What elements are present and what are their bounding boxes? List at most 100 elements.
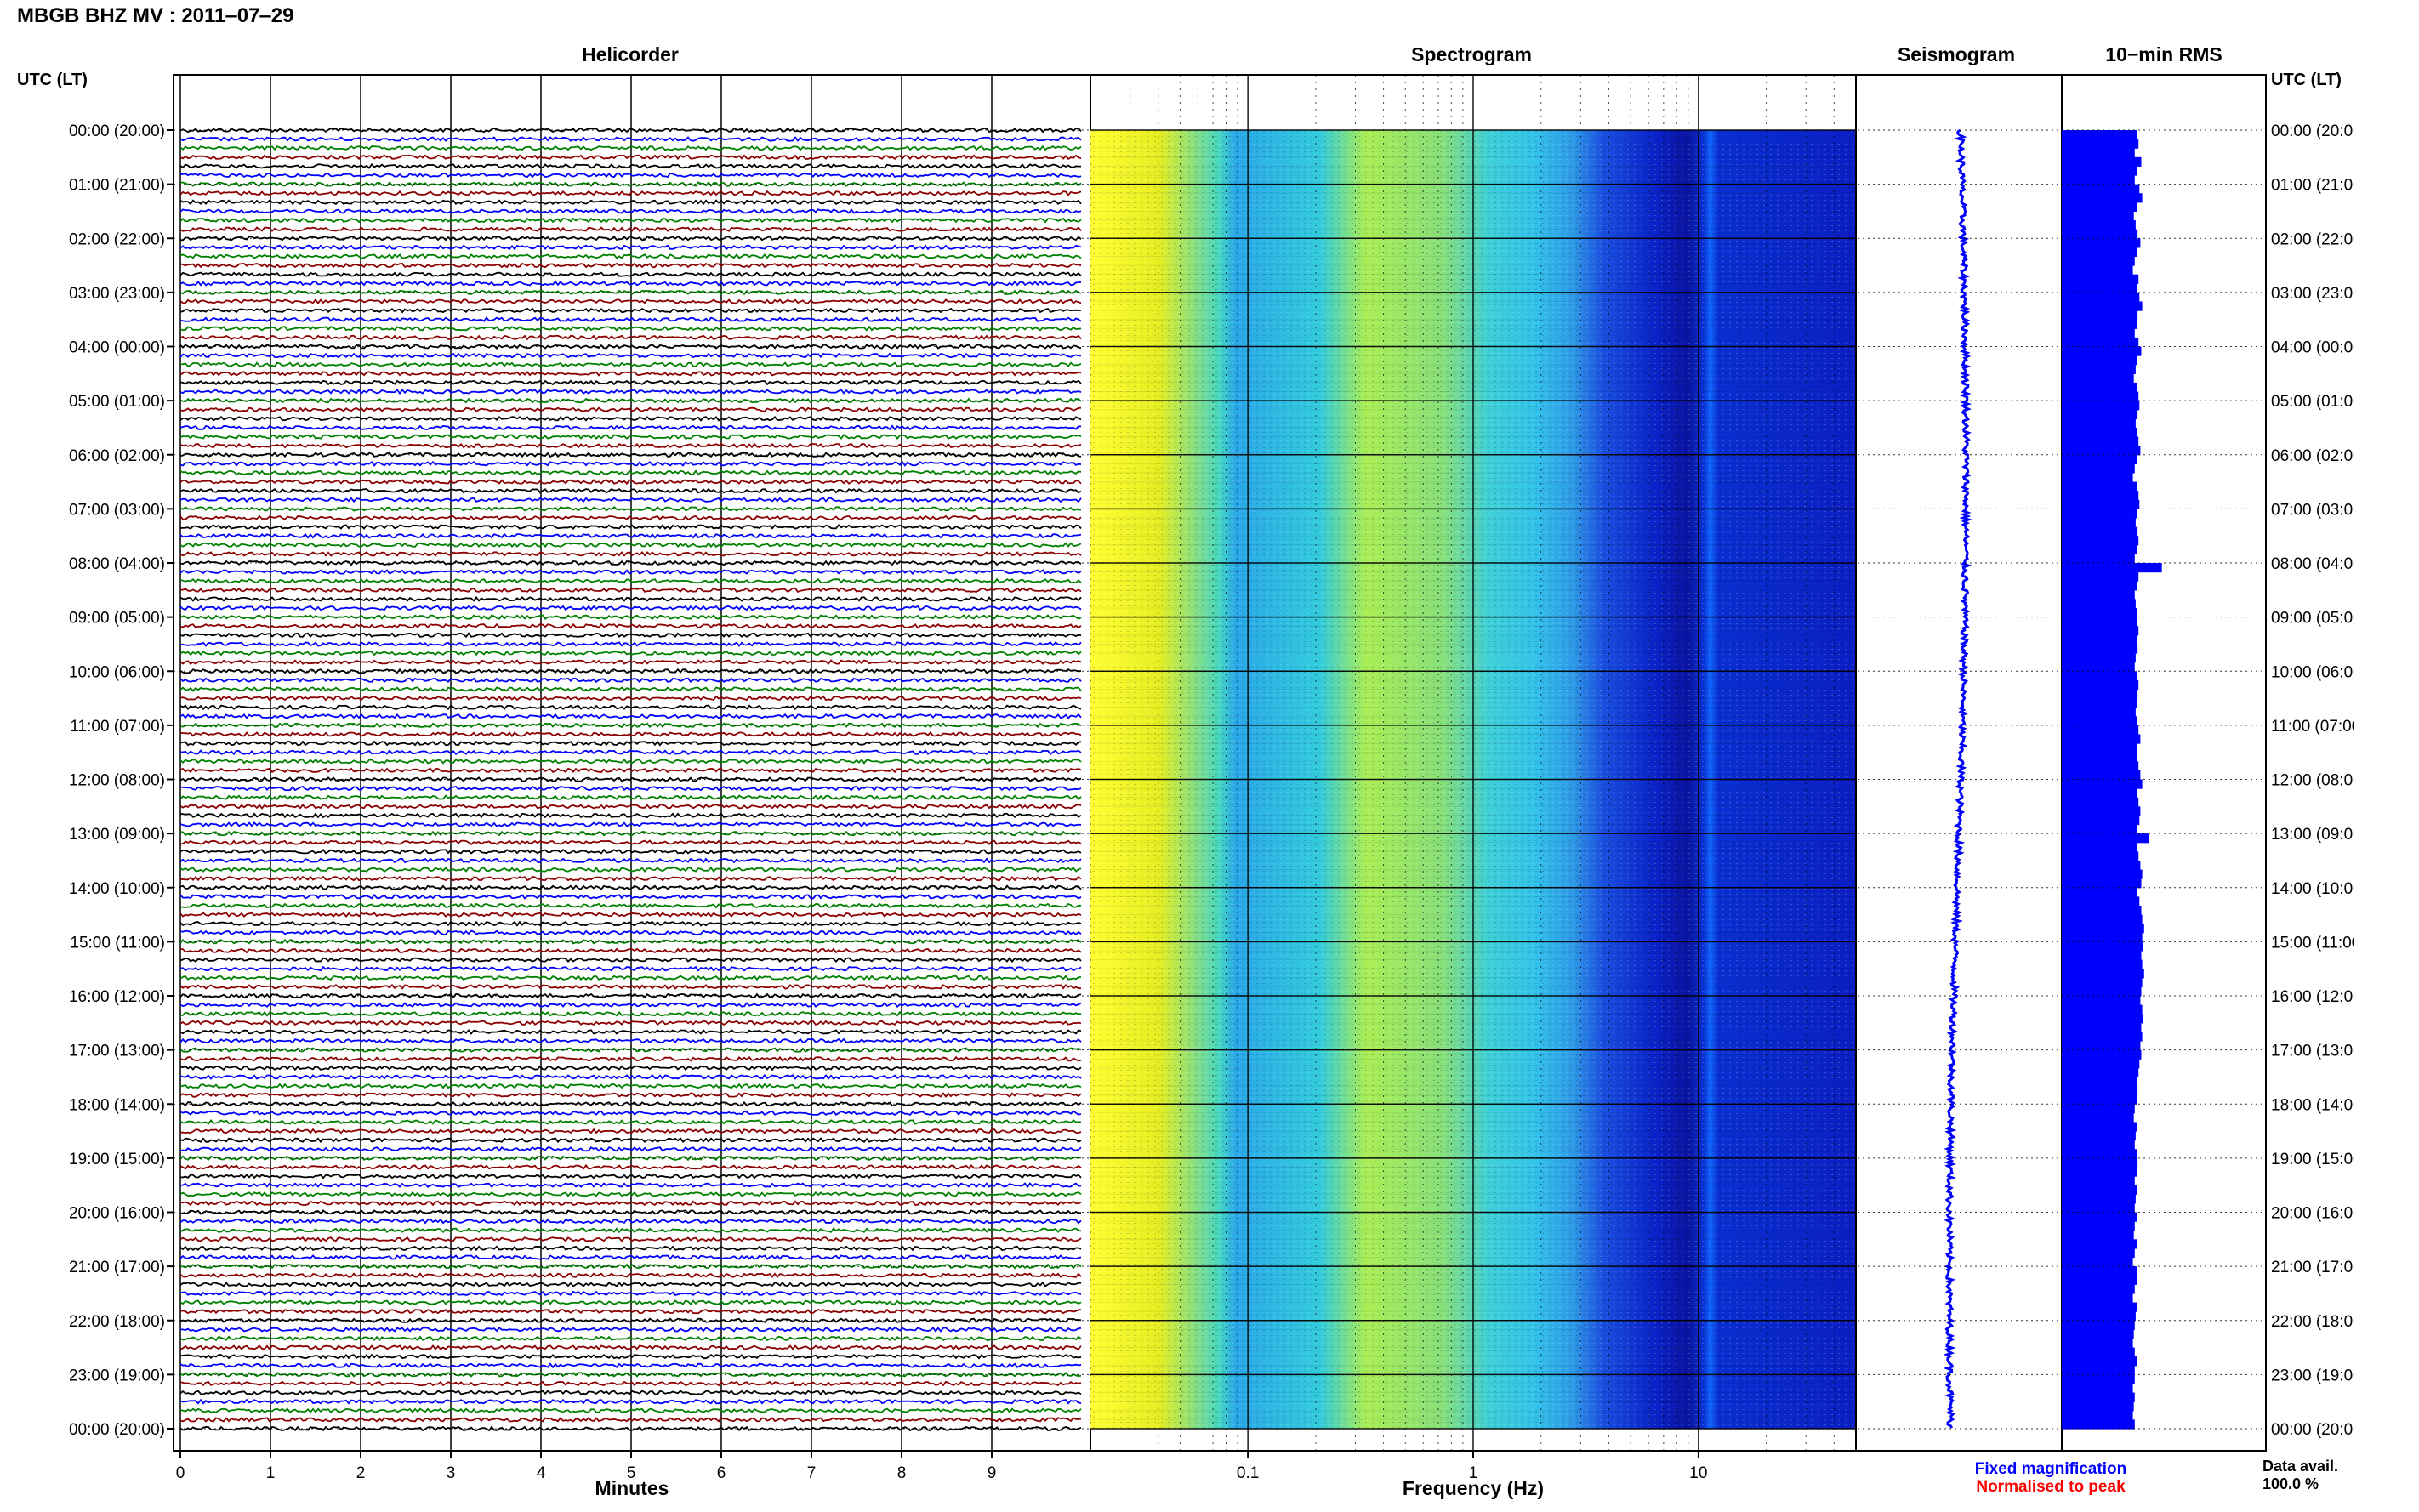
hour-label-left: 00:00 (20:00)	[69, 122, 165, 140]
helicorder-trace	[179, 289, 1082, 296]
helicorder-trace	[179, 1281, 1082, 1287]
helicorder-trace	[180, 1326, 1082, 1333]
rms-bar	[2062, 996, 2141, 1006]
rms-bar	[2062, 608, 2137, 618]
frequency-axis-label: Frequency (Hz)	[1403, 1477, 1544, 1499]
helicorder-trace	[179, 352, 1082, 359]
rms-bar	[2062, 815, 2140, 826]
helicorder-trace	[179, 199, 1082, 206]
hour-label-left: 03:00 (23:00)	[69, 285, 165, 303]
rms-bar	[2062, 1077, 2137, 1087]
rms-bar	[2062, 1086, 2138, 1096]
rms-bar	[2062, 842, 2137, 852]
minute-tick-label: 6	[717, 1464, 726, 1482]
hour-label-right: 15:00 (11:00)	[2271, 934, 2366, 952]
hour-label-right: 14:00 (10:00)	[2271, 880, 2367, 898]
helicorder-trace	[179, 1390, 1082, 1396]
hour-label-left: 10:00 (06:00)	[69, 663, 165, 681]
rms-bar	[2062, 806, 2141, 816]
rms-bar	[2062, 671, 2137, 681]
rms-bar	[2062, 679, 2139, 691]
helicorder-trace	[179, 1344, 1082, 1350]
helicorder-trace	[179, 867, 1082, 873]
helicorder-trace	[179, 244, 1082, 251]
rms-bar	[2062, 1176, 2135, 1186]
rms-bar	[2062, 1275, 2137, 1285]
rms-bar	[2062, 364, 2136, 374]
helicorder-trace	[179, 190, 1082, 196]
rms-bar	[2062, 148, 2135, 158]
minutes-axis-label: Minutes	[595, 1477, 669, 1499]
rms-bar	[2062, 743, 2137, 753]
rms-bar	[2062, 1104, 2135, 1114]
rms-bar	[2062, 355, 2137, 366]
rms-bar	[2062, 256, 2135, 266]
helicorder-trace	[179, 560, 1082, 566]
helicorder-traces	[179, 127, 1082, 1432]
rms-bar	[2062, 1248, 2135, 1259]
helicorder-trace	[179, 821, 1082, 827]
rms-bar	[2062, 1221, 2135, 1231]
rms-bar	[2062, 959, 2143, 969]
rms-bar	[2062, 896, 2140, 907]
utc-lt-right-header: UTC (LT)	[2271, 71, 2342, 89]
hour-label-right: 07:00 (03:00)	[2271, 501, 2367, 519]
rms-bar	[2062, 1112, 2134, 1123]
rms-bar	[2062, 544, 2137, 554]
seismogram-trace	[1943, 128, 1972, 1429]
hour-gridlines	[167, 129, 2266, 1430]
rms-bar	[2062, 554, 2135, 564]
rms-bar	[2062, 1284, 2135, 1294]
hour-label-right: 12:00 (08:00)	[2271, 772, 2367, 790]
rms-bar	[2062, 752, 2137, 762]
rms-bar	[2062, 446, 2141, 456]
rms-bar	[2062, 175, 2135, 185]
rms-bar	[2062, 761, 2139, 771]
helicorder-trace	[179, 415, 1082, 422]
rms-bar	[2062, 1374, 2135, 1384]
rms-bar	[2062, 617, 2137, 627]
rms-bar	[2062, 878, 2142, 889]
helicorder-trace	[179, 668, 1082, 674]
rms-bar	[2062, 581, 2137, 591]
hour-label-right: 06:00 (02:00)	[2271, 447, 2367, 465]
rms-bar	[2062, 1194, 2136, 1204]
helicorder-trace	[179, 785, 1082, 792]
rms-bar	[2062, 869, 2143, 879]
helicorder-trace	[179, 812, 1082, 819]
helicorder-trace	[179, 1173, 1082, 1179]
rms-bar	[2062, 427, 2137, 438]
rms-bar	[2062, 1383, 2133, 1394]
helicorder-trace	[179, 857, 1082, 864]
helicorder-trace	[179, 677, 1082, 684]
minute-tick-label: 2	[356, 1464, 366, 1482]
rms-bar	[2062, 391, 2139, 401]
frequency-tick-label: 0.1	[1237, 1464, 1259, 1482]
helicorder-trace	[179, 632, 1082, 639]
rms-bar	[2062, 247, 2137, 258]
helicorder-trace	[179, 659, 1082, 665]
hour-label-right: 03:00 (23:00)	[2271, 285, 2367, 303]
helicorder-trace	[179, 226, 1082, 233]
helicorder-trace	[179, 325, 1082, 332]
rms-bar	[2062, 536, 2139, 546]
rms-bar	[2062, 1202, 2135, 1214]
rms-bar	[2062, 202, 2137, 213]
helicorder-trace	[179, 614, 1082, 620]
helicorder-trace	[179, 307, 1082, 314]
helicorder-trace	[179, 280, 1082, 287]
helicorder-trace	[179, 1362, 1082, 1369]
hour-label-left: 04:00 (00:00)	[69, 339, 165, 357]
hour-label-right: 08:00 (04:00)	[2271, 555, 2367, 573]
hour-label-left: 11:00 (07:00)	[70, 718, 165, 736]
helicorder-trace	[179, 1380, 1082, 1387]
helicorder-trace	[179, 1272, 1082, 1279]
spectrogram-title: Spectrogram	[1411, 43, 1532, 65]
hour-label-left: 18:00 (14:00)	[69, 1096, 165, 1114]
hour-label-right: 11:00 (07:00)	[2271, 718, 2366, 736]
rms-bar	[2062, 797, 2139, 807]
helicorder-trace	[179, 371, 1082, 377]
hour-labels-right: 00:00 (20:00) 01:00 (21:00) 02:00 (22:00) 0…	[2271, 122, 2367, 1439]
helicorder-trace	[179, 1100, 1082, 1107]
